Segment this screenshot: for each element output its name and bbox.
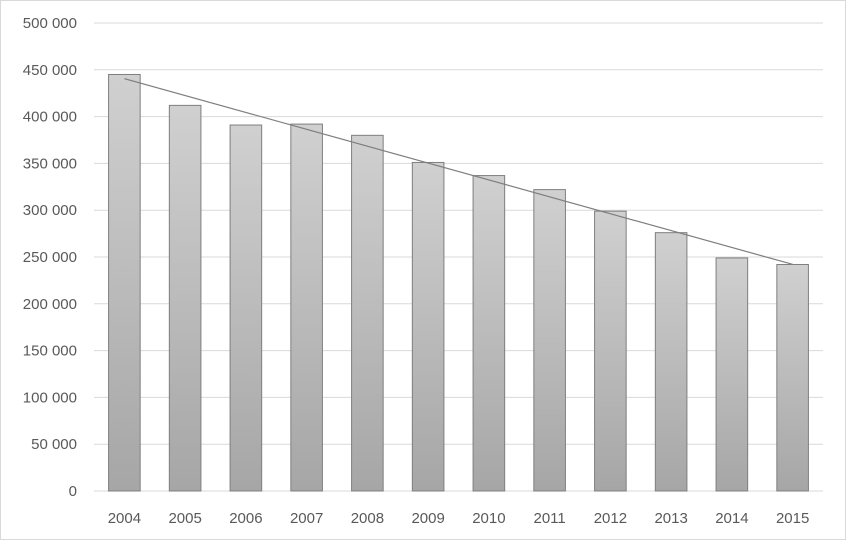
x-tick-label: 2009 — [411, 510, 444, 527]
x-tick-label: 2006 — [229, 510, 262, 527]
x-tick-label: 2011 — [533, 510, 565, 527]
bar-2010 — [472, 175, 506, 492]
bar-2014 — [715, 257, 749, 492]
y-tick-label: 250 000 — [23, 249, 77, 266]
x-axis-tick-labels: 2004 2005 2006 2007 2008 2009 2010 2011 2012 2013… — [108, 510, 810, 527]
bar-2005 — [168, 104, 202, 492]
x-tick-label: 2012 — [594, 510, 627, 527]
x-tick-label: 2008 — [351, 510, 384, 527]
y-tick-label: 150 000 — [23, 343, 77, 360]
bar-2012 — [594, 210, 627, 492]
y-tick-label: 500 000 — [23, 15, 77, 32]
y-axis-tick-labels: 0 50 000 100 000 150 000 200 000 250 000 300 0… — [23, 15, 77, 500]
y-tick-label: 450 000 — [23, 62, 77, 79]
x-tick-label: 2010 — [472, 510, 505, 527]
trendline — [124, 78, 793, 265]
gridlines — [94, 22, 823, 492]
y-tick-label: 100 000 — [23, 389, 77, 406]
bar-2004 — [108, 73, 141, 492]
x-tick-label: 2013 — [654, 510, 687, 527]
bar-2011 — [533, 189, 566, 492]
x-tick-label: 2007 — [290, 510, 323, 527]
x-tick-label: 2004 — [108, 510, 141, 527]
y-tick-label: 300 000 — [23, 202, 77, 219]
bar-2006 — [229, 124, 263, 492]
bar-2015 — [776, 263, 809, 492]
bar-2013 — [654, 232, 688, 492]
y-tick-label: 400 000 — [23, 109, 77, 126]
bar-2009 — [411, 161, 445, 492]
x-tick-label: 2014 — [715, 510, 748, 527]
bar-2007 — [290, 123, 323, 492]
y-tick-label: 350 000 — [23, 155, 77, 172]
y-tick-label: 200 000 — [23, 296, 77, 313]
bar-2008 — [351, 134, 384, 492]
x-tick-label: 2005 — [168, 510, 201, 527]
bars — [108, 73, 809, 492]
y-tick-label: 0 — [69, 483, 77, 500]
y-tick-label: 50 000 — [31, 436, 77, 453]
trendline-layer — [124, 78, 793, 265]
x-tick-label: 2015 — [776, 510, 809, 527]
